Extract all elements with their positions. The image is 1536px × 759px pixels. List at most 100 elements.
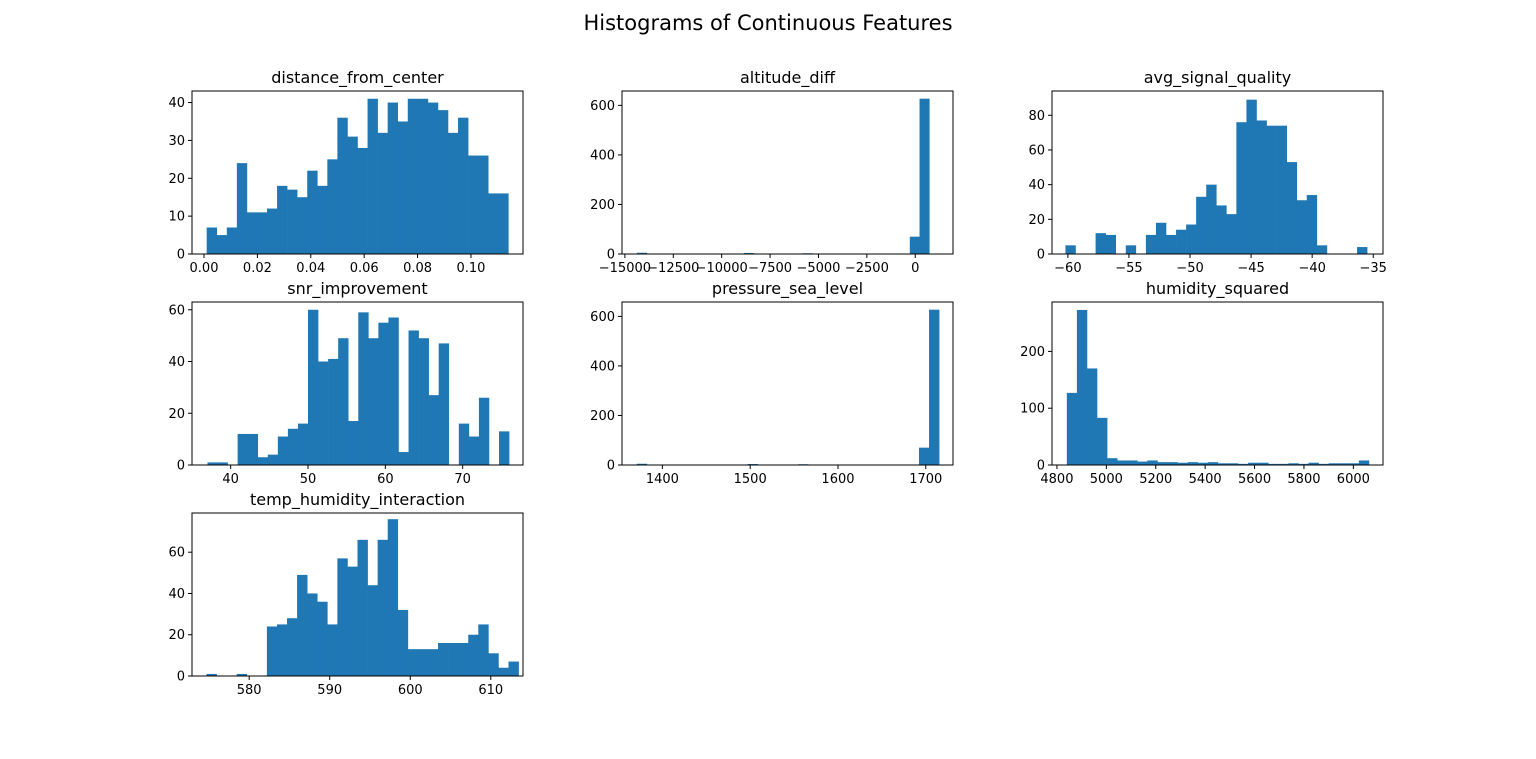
histogram-bar bbox=[468, 436, 480, 465]
axes-frame bbox=[191, 301, 524, 466]
subplot-title: snr_improvement bbox=[287, 279, 427, 299]
y-tick-label: 10 bbox=[168, 210, 185, 225]
histogram-bar bbox=[1278, 463, 1289, 465]
histogram-bar bbox=[1296, 200, 1308, 254]
histogram-bar bbox=[236, 163, 248, 254]
histogram-bar bbox=[398, 452, 409, 465]
histogram-bar bbox=[1316, 245, 1328, 254]
histogram-bar bbox=[1157, 462, 1168, 465]
histogram-bar bbox=[357, 539, 368, 676]
x-tick-label: −50 bbox=[1176, 261, 1203, 276]
x-tick-label: −55 bbox=[1115, 261, 1142, 276]
histogram-bar bbox=[1248, 462, 1259, 465]
histogram-bar bbox=[418, 338, 429, 465]
histogram-bar bbox=[1065, 245, 1076, 254]
histogram-bar bbox=[297, 197, 308, 254]
histogram-bar bbox=[438, 642, 449, 676]
histogram-bar bbox=[378, 322, 389, 465]
histogram-bar bbox=[217, 462, 228, 465]
histogram-bar bbox=[407, 98, 419, 254]
histogram-bar bbox=[348, 421, 359, 465]
histogram-bar bbox=[478, 155, 489, 254]
histogram-bar bbox=[1137, 461, 1148, 465]
x-tick-label: −2500 bbox=[845, 261, 889, 276]
x-tick-label: 60 bbox=[377, 472, 394, 487]
y-tick-label: 30 bbox=[168, 134, 185, 149]
histogram-bar bbox=[437, 110, 449, 255]
histogram-bar bbox=[1238, 463, 1249, 465]
y-tick-label: 40 bbox=[168, 587, 185, 602]
x-tick-label: −60 bbox=[1054, 261, 1081, 276]
x-tick-label: 40 bbox=[222, 472, 239, 487]
y-tick-label: 0 bbox=[177, 670, 185, 685]
y-tick-label: 0 bbox=[1037, 459, 1045, 474]
histogram-bar bbox=[317, 185, 328, 254]
histogram-bar bbox=[338, 338, 349, 465]
axes-frame bbox=[1051, 301, 1384, 466]
y-tick-label: 0 bbox=[1037, 248, 1045, 263]
histogram-bar bbox=[407, 649, 419, 676]
x-tick-label: 70 bbox=[454, 472, 471, 487]
x-tick-label: −7500 bbox=[748, 261, 792, 276]
histogram-bar bbox=[1276, 125, 1287, 255]
histogram-bar bbox=[1258, 462, 1269, 465]
y-tick-label: 80 bbox=[1028, 109, 1045, 124]
x-tick-label: 5600 bbox=[1238, 472, 1271, 487]
x-tick-label: 590 bbox=[317, 683, 342, 698]
x-tick-label: 1700 bbox=[909, 472, 942, 487]
histogram-bar bbox=[397, 609, 409, 676]
histogram-bar bbox=[508, 661, 519, 676]
histogram-bar bbox=[1236, 122, 1247, 255]
histogram-bar bbox=[1196, 196, 1207, 254]
histogram-bar bbox=[226, 227, 238, 254]
histogram-bar bbox=[337, 117, 348, 254]
histogram-bar bbox=[1206, 184, 1217, 254]
y-tick-label: 0 bbox=[177, 459, 185, 474]
histogram-bar bbox=[247, 433, 259, 465]
histogram-bar bbox=[1256, 120, 1267, 254]
x-tick-label: 0 bbox=[911, 261, 919, 276]
histogram-bar bbox=[448, 642, 459, 676]
x-tick-label: 0.08 bbox=[403, 261, 432, 276]
histogram-bar bbox=[207, 462, 218, 465]
histogram-bar bbox=[308, 309, 319, 465]
histogram-bar bbox=[1207, 462, 1219, 465]
histogram-panel: altitude_diff −15000−12500−10000 −7500 −500… bbox=[590, 68, 954, 276]
histogram-bar bbox=[1176, 229, 1187, 254]
histogram-bar bbox=[498, 193, 509, 254]
histogram-bar bbox=[1308, 462, 1319, 465]
histogram-bar bbox=[1125, 245, 1137, 254]
histogram-bar bbox=[1145, 234, 1157, 254]
histogram-bar bbox=[1105, 234, 1117, 254]
histogram-bar bbox=[1186, 224, 1197, 254]
y-tick-label: 60 bbox=[1028, 143, 1045, 158]
axes-frame bbox=[621, 90, 954, 255]
y-tick-label: 0 bbox=[607, 459, 615, 474]
histogram-bar bbox=[1086, 368, 1098, 465]
subplot-title: pressure_sea_level bbox=[712, 279, 863, 299]
y-tick-label: 20 bbox=[168, 628, 185, 643]
y-tick-label: 0 bbox=[607, 248, 615, 263]
y-tick-label: 200 bbox=[590, 409, 615, 424]
histogram-bar bbox=[1246, 99, 1257, 254]
histogram-bar bbox=[1107, 458, 1118, 465]
x-tick-label: 0.02 bbox=[243, 261, 272, 276]
histogram-bar bbox=[236, 673, 248, 676]
x-tick-label: 580 bbox=[237, 683, 262, 698]
histogram-panel: pressure_sea_level 1400 1500 1600 1700 0 200 40… bbox=[590, 279, 954, 487]
histogram-bar bbox=[1328, 463, 1340, 465]
subplot-title: avg_signal_quality bbox=[1144, 68, 1292, 88]
histogram-bar bbox=[387, 102, 399, 254]
histogram-bar bbox=[287, 428, 299, 465]
y-tick-label: 20 bbox=[168, 407, 185, 422]
histogram-bar bbox=[287, 618, 298, 676]
x-tick-label: −35 bbox=[1360, 261, 1387, 276]
histogram-bar bbox=[468, 634, 479, 676]
histogram-bar bbox=[458, 642, 469, 676]
histogram-bar bbox=[1216, 205, 1227, 254]
histogram-bar bbox=[1318, 463, 1329, 465]
y-tick-label: 40 bbox=[1028, 178, 1045, 193]
histogram-bar bbox=[1266, 125, 1277, 255]
histogram-bar bbox=[498, 667, 509, 676]
